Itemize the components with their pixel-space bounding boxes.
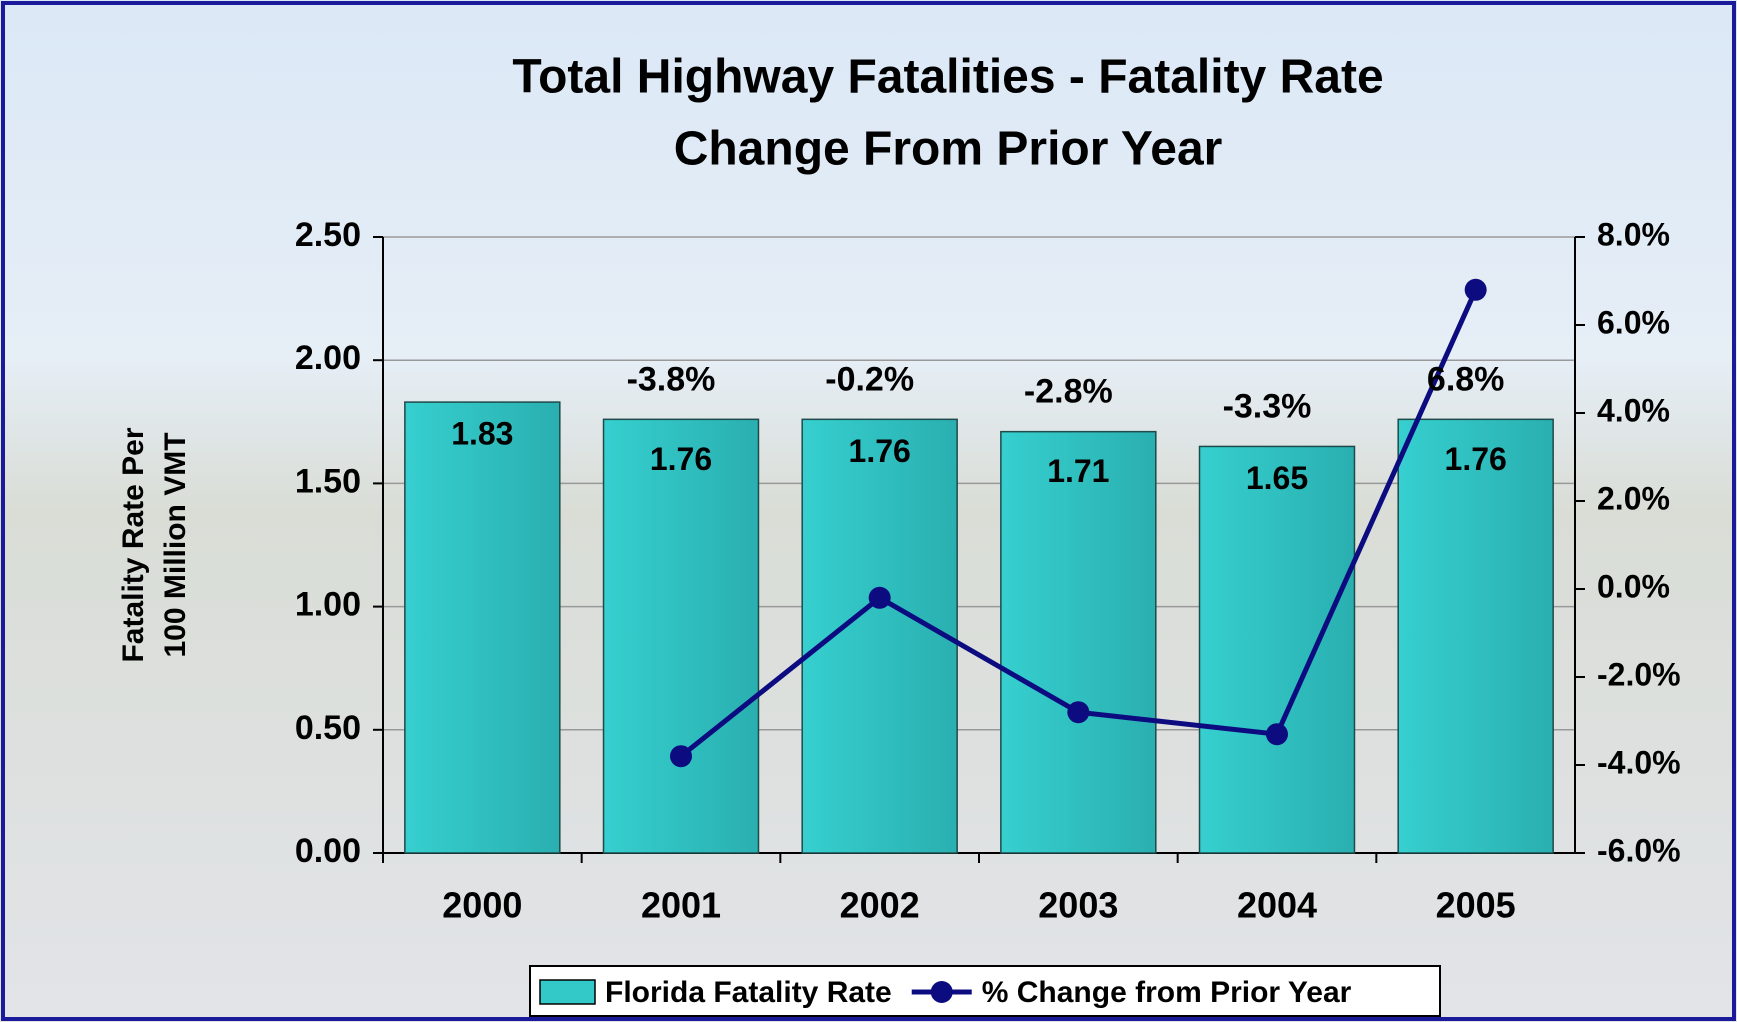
- legend-box: [529, 965, 1441, 1017]
- x-tick-label: 2001: [641, 885, 721, 926]
- y-tick-label: 2.50: [295, 216, 361, 254]
- y-tick-label: 0.00: [295, 832, 361, 870]
- legend-label: Florida Fatality Rate: [605, 976, 892, 1009]
- y2-tick-label: 4.0%: [1597, 392, 1670, 428]
- bar-value-label: 1.76: [650, 441, 712, 477]
- y2-tick-label: -2.0%: [1597, 656, 1681, 692]
- bar-value-label: 1.76: [849, 433, 911, 469]
- chart-title: Total Highway Fatalities - Fatality Rate: [512, 51, 1383, 104]
- bar: [801, 418, 958, 854]
- line-point: [1464, 278, 1487, 301]
- line-point: [1067, 701, 1090, 724]
- bar: [1397, 418, 1554, 854]
- y-tick-label: 2.00: [295, 339, 361, 377]
- line-point: [868, 586, 891, 609]
- y2-tick-label: 6.0%: [1597, 304, 1670, 340]
- line-value-label: -0.2%: [825, 360, 914, 398]
- legend-swatch: [539, 979, 596, 1005]
- x-tick-label: 2003: [1038, 885, 1118, 926]
- bar: [404, 401, 561, 854]
- line-point: [670, 745, 692, 768]
- y-axis-label: Fatality Rate Per: [117, 427, 150, 662]
- line-value-label: -3.8%: [627, 360, 716, 398]
- legend-marker: [930, 981, 953, 1003]
- x-tick-label: 2002: [840, 885, 920, 926]
- y2-tick-label: 0.0%: [1597, 568, 1670, 604]
- line-value-label: -3.3%: [1223, 387, 1312, 425]
- y2-tick-label: 2.0%: [1597, 480, 1670, 516]
- x-tick-label: 2004: [1237, 885, 1317, 926]
- bar-value-label: 1.76: [1445, 441, 1507, 477]
- y2-tick-label: -4.0%: [1597, 744, 1681, 780]
- bar-value-label: 1.65: [1246, 460, 1308, 496]
- y-tick-label: 1.50: [295, 462, 361, 500]
- x-tick-label: 2005: [1436, 885, 1516, 926]
- line-value-label: -2.8%: [1024, 373, 1113, 411]
- y-tick-label: 0.50: [295, 709, 361, 747]
- bar: [1198, 445, 1356, 854]
- line-value-label: 6.8%: [1427, 360, 1505, 398]
- legend-label: % Change from Prior Year: [982, 976, 1352, 1009]
- x-tick-label: 2000: [442, 885, 522, 926]
- y-tick-label: 1.00: [295, 586, 361, 624]
- line-point: [1266, 723, 1288, 746]
- bar-value-label: 1.83: [451, 416, 513, 452]
- chart-subtitle: Change From Prior Year: [674, 123, 1223, 176]
- bar: [1000, 430, 1157, 854]
- y2-tick-label: -6.0%: [1597, 832, 1681, 868]
- y2-tick-label: 8.0%: [1597, 216, 1670, 252]
- y-axis-label: 100 Million VMT: [159, 432, 192, 657]
- bar: [602, 418, 760, 854]
- bar-value-label: 1.71: [1047, 453, 1109, 489]
